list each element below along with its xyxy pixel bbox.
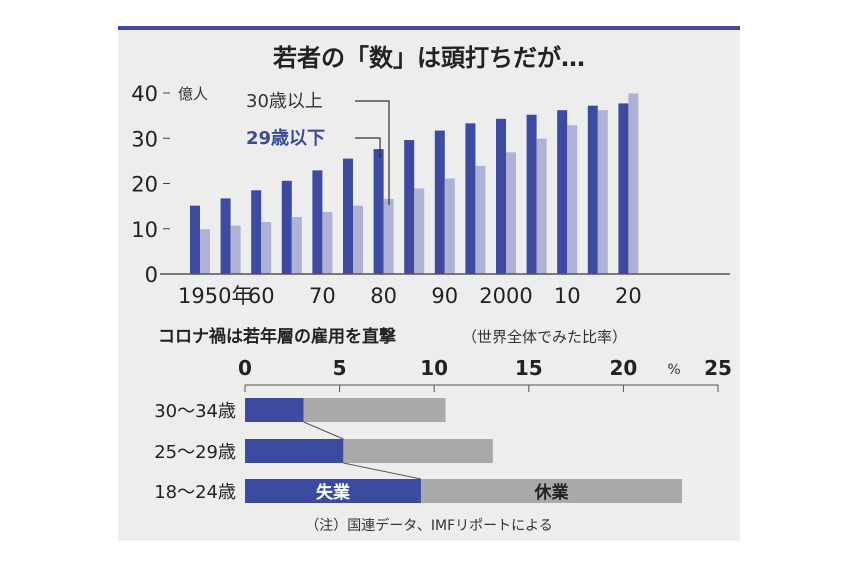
x-tick-label: 80: [370, 284, 397, 308]
bar-29-under-1955: [230, 225, 241, 274]
bar-29-under-1960: [261, 221, 272, 274]
x-tick-label: 25: [704, 356, 732, 380]
x-tick-label: 70: [309, 284, 336, 308]
x-tick-label: 10: [420, 356, 448, 380]
category-label: 30〜34歳: [154, 401, 236, 422]
x-tick-label: 20: [615, 284, 642, 308]
chart2-title: コロナ禍は若年層の雇用を直撃: [158, 326, 396, 347]
bar-29-under-2015: [597, 110, 608, 274]
top-border: [118, 26, 740, 30]
category-label: 18〜24歳: [154, 482, 236, 503]
percent-unit: %: [667, 362, 680, 378]
bar-30-plus-1985: [404, 140, 415, 274]
bar-30-plus-1995: [465, 123, 476, 274]
x-tick-label: 1950年: [178, 284, 252, 308]
connector-line: [303, 421, 344, 440]
x-tick-label: 5: [333, 356, 347, 380]
y-tick-label: 10: [131, 218, 158, 242]
bar-furlough-1: [343, 439, 493, 463]
bar-furlough-2: [420, 479, 683, 503]
bar-30-plus-1960: [251, 190, 262, 274]
bar-30-plus-2010: [557, 110, 568, 274]
bar-30-plus-1955: [220, 198, 231, 274]
bar-29-under-1980: [383, 198, 394, 274]
bar-30-plus-1965: [281, 180, 292, 274]
bar-furlough-0: [303, 398, 446, 422]
connector-line: [343, 462, 422, 480]
bar-unemployed-2: [245, 479, 421, 503]
source-note: （注）国連データ、IMFリポートによる: [305, 517, 552, 534]
bar-29-under-2000: [506, 152, 516, 274]
x-tick-label: 15: [515, 356, 543, 380]
chart1-title: 若者の「数」は頭打ちだが…: [272, 44, 585, 72]
legend-30-plus: 30歳以上: [246, 91, 323, 112]
legend-leader-29-under: [355, 137, 381, 158]
x-tick-label: 20: [609, 356, 637, 380]
bar-29-under-1970: [322, 212, 333, 274]
bar-30-plus-1970: [312, 170, 323, 274]
x-tick-label: 0: [238, 356, 252, 380]
legend-29-under: 29歳以下: [246, 128, 325, 149]
x-tick-label: 90: [431, 284, 458, 308]
bar-unemployed-0: [245, 398, 304, 422]
bar-29-under-1975: [353, 205, 363, 274]
x-tick-label: 2000: [479, 284, 532, 308]
series-label-furlough: 休業: [534, 482, 569, 503]
bar-29-under-1995: [475, 165, 486, 274]
bar-unemployed-1: [245, 439, 344, 463]
bar-30-plus-1950: [190, 205, 200, 274]
y-tick-label: 20: [131, 173, 158, 197]
chart2-subtitle: （世界全体でみた比率）: [462, 328, 627, 346]
y-tick-label: 40: [131, 82, 158, 106]
legend-leader-30-plus: [355, 100, 390, 205]
bar-30-plus-2020: [618, 103, 629, 274]
bar-30-plus-1980: [373, 149, 384, 274]
y-tick-label: 0: [145, 263, 158, 287]
y-tick-label: 30: [131, 127, 158, 151]
bar-29-under-1990: [444, 178, 455, 274]
series-label-unemployed: 失業: [316, 482, 350, 503]
bar-29-under-2005: [536, 138, 547, 274]
bar-29-under-1950: [200, 229, 210, 274]
bar-30-plus-2005: [526, 114, 537, 274]
x-tick-label: 60: [248, 284, 275, 308]
bar-30-plus-1975: [343, 158, 353, 274]
bar-29-under-1965: [291, 216, 302, 274]
bar-29-under-2010: [567, 125, 578, 274]
bar-30-plus-1990: [434, 130, 445, 274]
y-unit-label: 億人: [178, 85, 208, 103]
bar-29-under-2020: [628, 93, 639, 274]
category-label: 25〜29歳: [154, 442, 236, 463]
bar-30-plus-2000: [496, 118, 506, 274]
x-tick-label: 10: [554, 284, 581, 308]
bar-30-plus-2015: [587, 105, 598, 274]
bar-29-under-1985: [414, 188, 425, 274]
